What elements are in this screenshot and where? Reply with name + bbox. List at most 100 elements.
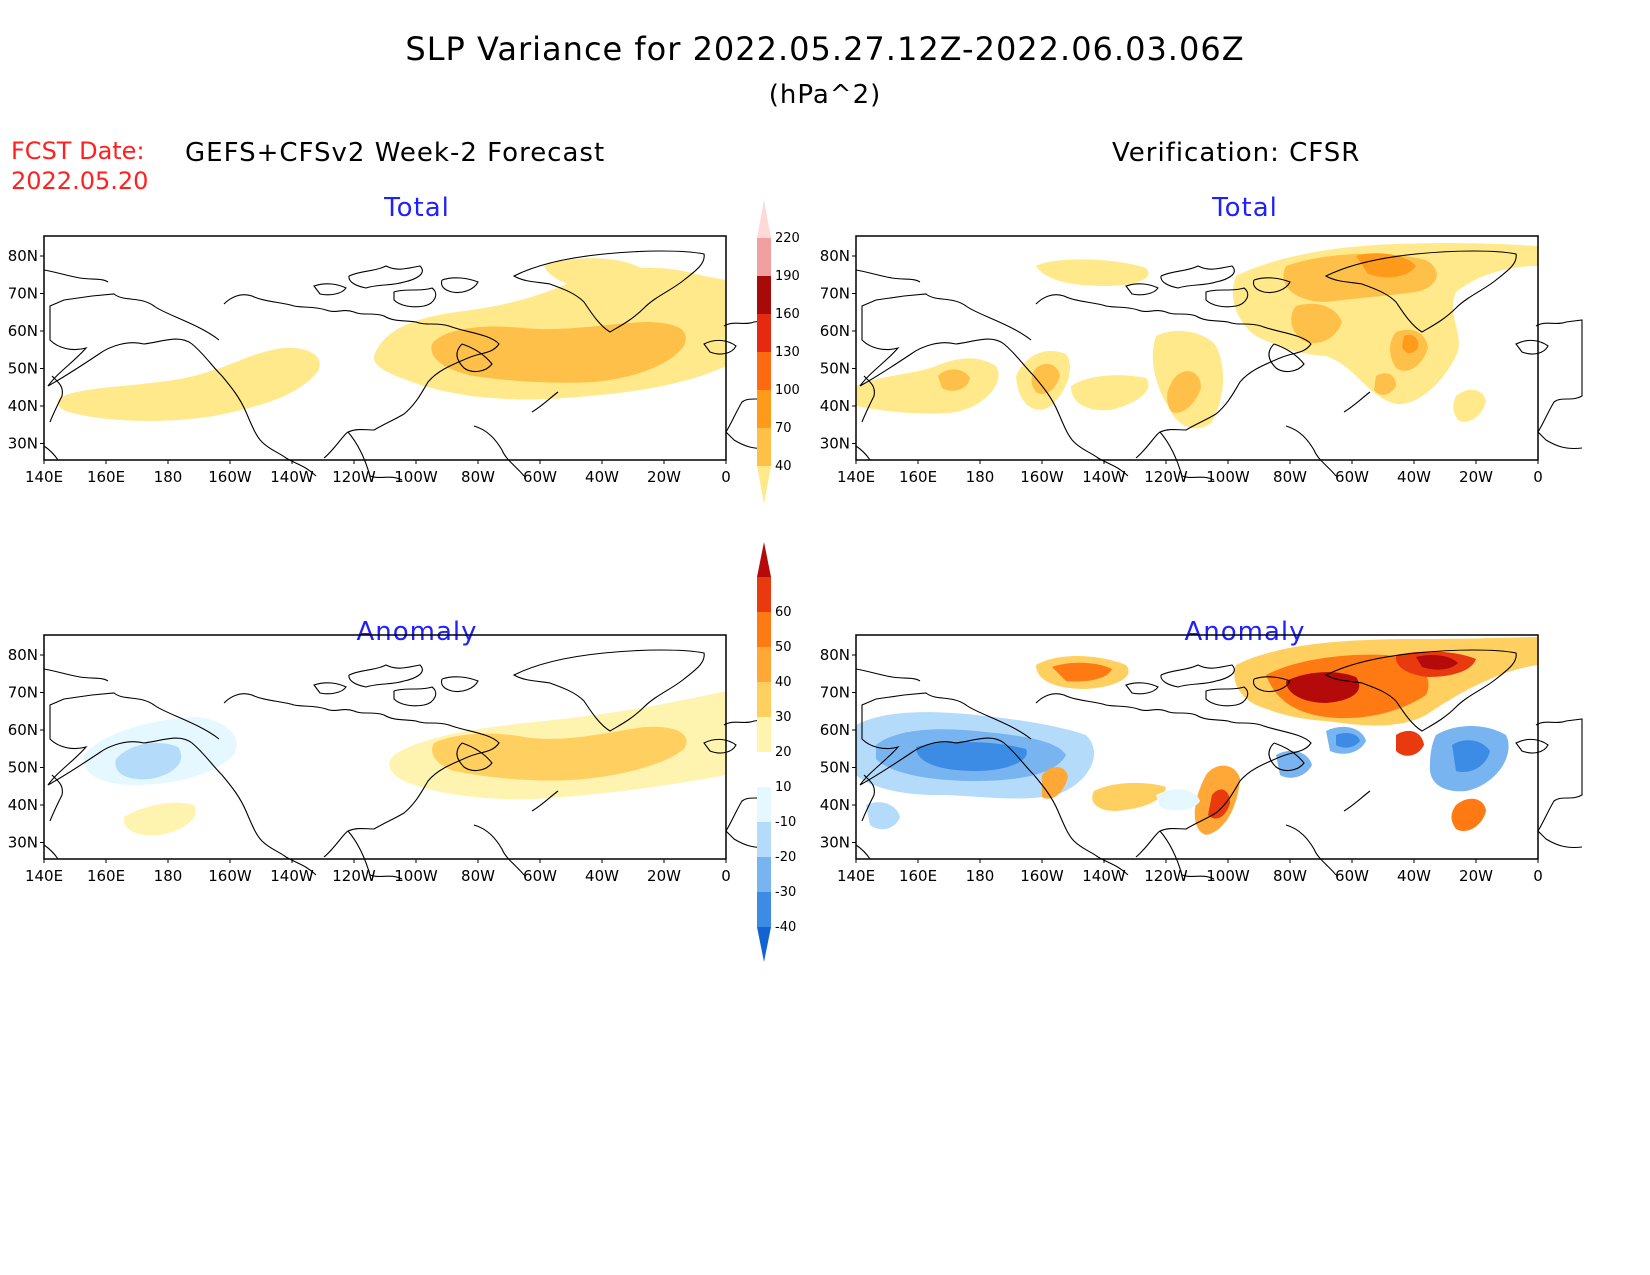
colorbar-segment: [757, 787, 771, 822]
verification-total-title: Total: [1212, 193, 1278, 223]
lon-tick-label: 140W: [1082, 867, 1126, 885]
lon-tick-label: 60W: [1335, 468, 1369, 486]
lat-tick-label: 60N: [8, 721, 38, 739]
lat-tick-label: 80N: [8, 646, 38, 664]
lon-tick-label: 120W: [1144, 468, 1188, 486]
lat-tick-label: 40N: [8, 796, 38, 814]
colorbar-level-label: -10: [775, 815, 796, 830]
shaded-anomaly-regions: [856, 637, 1538, 835]
anomaly-colorbar: -40 -30 -20 -10 10 20 30 40 50 60: [757, 542, 796, 962]
colorbar-segment: [757, 276, 771, 314]
colorbar-segment: [757, 577, 771, 612]
lon-tick-label: 100W: [394, 867, 438, 885]
forecast-anomaly-map: 80N 70N 60N 50N 40N 30N 140E 160E 180 160W 140W 120…: [8, 634, 771, 885]
lon-tick-label: 0: [1533, 468, 1543, 486]
lon-tick-label: 140E: [25, 867, 63, 885]
colorbar-level-label: 100: [775, 383, 800, 398]
lon-tick-label: 180: [966, 867, 995, 885]
right-column-header: Verification: CFSR: [1112, 138, 1361, 168]
lat-tick-label: 30N: [820, 834, 850, 852]
colorbar-segment: [757, 612, 771, 647]
colorbar-segment: [757, 857, 771, 892]
lat-tick-label: 50N: [8, 759, 38, 777]
lon-tick-label: 140W: [1082, 468, 1126, 486]
colorbar-segment: [757, 822, 771, 857]
lon-tick-label: 20W: [1459, 867, 1493, 885]
lon-tick-label: 160E: [899, 468, 937, 486]
lon-tick-label: 160W: [208, 468, 252, 486]
colorbar-level-label: 130: [775, 345, 800, 360]
colorbar-segment: [757, 466, 771, 504]
lon-tick-label: 100W: [1206, 468, 1250, 486]
lon-tick-label: 40W: [585, 867, 619, 885]
colorbar-segment: [757, 390, 771, 428]
lon-tick-label: 80W: [461, 468, 495, 486]
colorbar-segment: [757, 352, 771, 390]
lon-tick-label: 160E: [87, 867, 125, 885]
colorbar-segment: [757, 238, 771, 276]
lon-tick-label: 160W: [1020, 468, 1064, 486]
lon-tick-label: 40W: [1397, 468, 1431, 486]
colorbar-level-label: 40: [775, 675, 792, 690]
colorbar-segment: [757, 752, 771, 787]
lat-tick-label: 40N: [820, 796, 850, 814]
lon-tick-label: 0: [721, 468, 731, 486]
lat-tick-label: 60N: [8, 322, 38, 340]
lon-tick-label: 120W: [1144, 867, 1188, 885]
lon-tick-label: 0: [721, 867, 731, 885]
lat-tick-label: 50N: [820, 759, 850, 777]
colorbar-level-label: 50: [775, 640, 792, 655]
units-label: (hPa^2): [768, 80, 882, 110]
colorbar-segment: [757, 314, 771, 352]
lat-tick-label: 30N: [820, 435, 850, 453]
colorbar-segment: [757, 428, 771, 466]
colorbar-level-label: -40: [775, 920, 796, 935]
lat-tick-label: 50N: [8, 360, 38, 378]
lon-tick-label: 180: [154, 867, 183, 885]
shaded-anomaly-regions: [83, 691, 726, 836]
lat-tick-label: 70N: [820, 684, 850, 702]
forecast-date: 2022.05.20: [11, 167, 149, 195]
lon-tick-label: 20W: [1459, 468, 1493, 486]
lon-tick-label: 100W: [1206, 867, 1250, 885]
verification-anomaly-map: 80N 70N 60N 50N 40N 30N 140E 160E 180 160W 140W 120…: [820, 634, 1583, 885]
left-column-header: GEFS+CFSv2 Week-2 Forecast: [185, 138, 606, 168]
lon-tick-label: 140E: [837, 867, 875, 885]
lat-tick-label: 80N: [820, 247, 850, 265]
colorbar-segment: [757, 682, 771, 717]
lon-tick-label: 180: [966, 468, 995, 486]
colorbar-level-label: 70: [775, 421, 792, 436]
lat-tick-label: 80N: [820, 646, 850, 664]
colorbar-level-label: -30: [775, 885, 796, 900]
colorbar-segment: [757, 200, 771, 238]
lat-tick-label: 70N: [820, 285, 850, 303]
lat-tick-label: 30N: [8, 834, 38, 852]
lon-tick-label: 100W: [394, 468, 438, 486]
lon-tick-label: 40W: [1397, 867, 1431, 885]
lon-tick-label: 140E: [25, 468, 63, 486]
lon-tick-label: 20W: [647, 468, 681, 486]
verification-total-map: 80N 70N 60N 50N 40N 30N 140E 160E 180 160W 140W 120…: [820, 235, 1583, 486]
lon-tick-label: 0: [1533, 867, 1543, 885]
forecast-total-title: Total: [384, 193, 450, 223]
lon-tick-label: 120W: [332, 867, 376, 885]
shaded-variance-regions: [856, 243, 1538, 429]
forecast-date-label: FCST Date:: [11, 137, 145, 165]
colorbar-segment: [757, 647, 771, 682]
lat-tick-label: 60N: [820, 721, 850, 739]
lon-tick-label: 160E: [899, 867, 937, 885]
total-colorbar: 40 70 100 130 160 190 220: [757, 200, 800, 504]
lat-tick-label: 70N: [8, 684, 38, 702]
colorbar-level-label: 10: [775, 780, 792, 795]
lon-tick-label: 140W: [270, 468, 314, 486]
lon-tick-label: 120W: [332, 468, 376, 486]
colorbar-segment: [757, 927, 771, 962]
verification-anomaly-title: Anomaly: [1184, 617, 1306, 647]
lat-tick-label: 30N: [8, 435, 38, 453]
colorbar-level-label: 220: [775, 231, 800, 246]
lon-tick-label: 160E: [87, 468, 125, 486]
lon-tick-label: 140E: [837, 468, 875, 486]
colorbar-level-label: -20: [775, 850, 796, 865]
lon-tick-label: 60W: [523, 867, 557, 885]
lon-tick-label: 40W: [585, 468, 619, 486]
